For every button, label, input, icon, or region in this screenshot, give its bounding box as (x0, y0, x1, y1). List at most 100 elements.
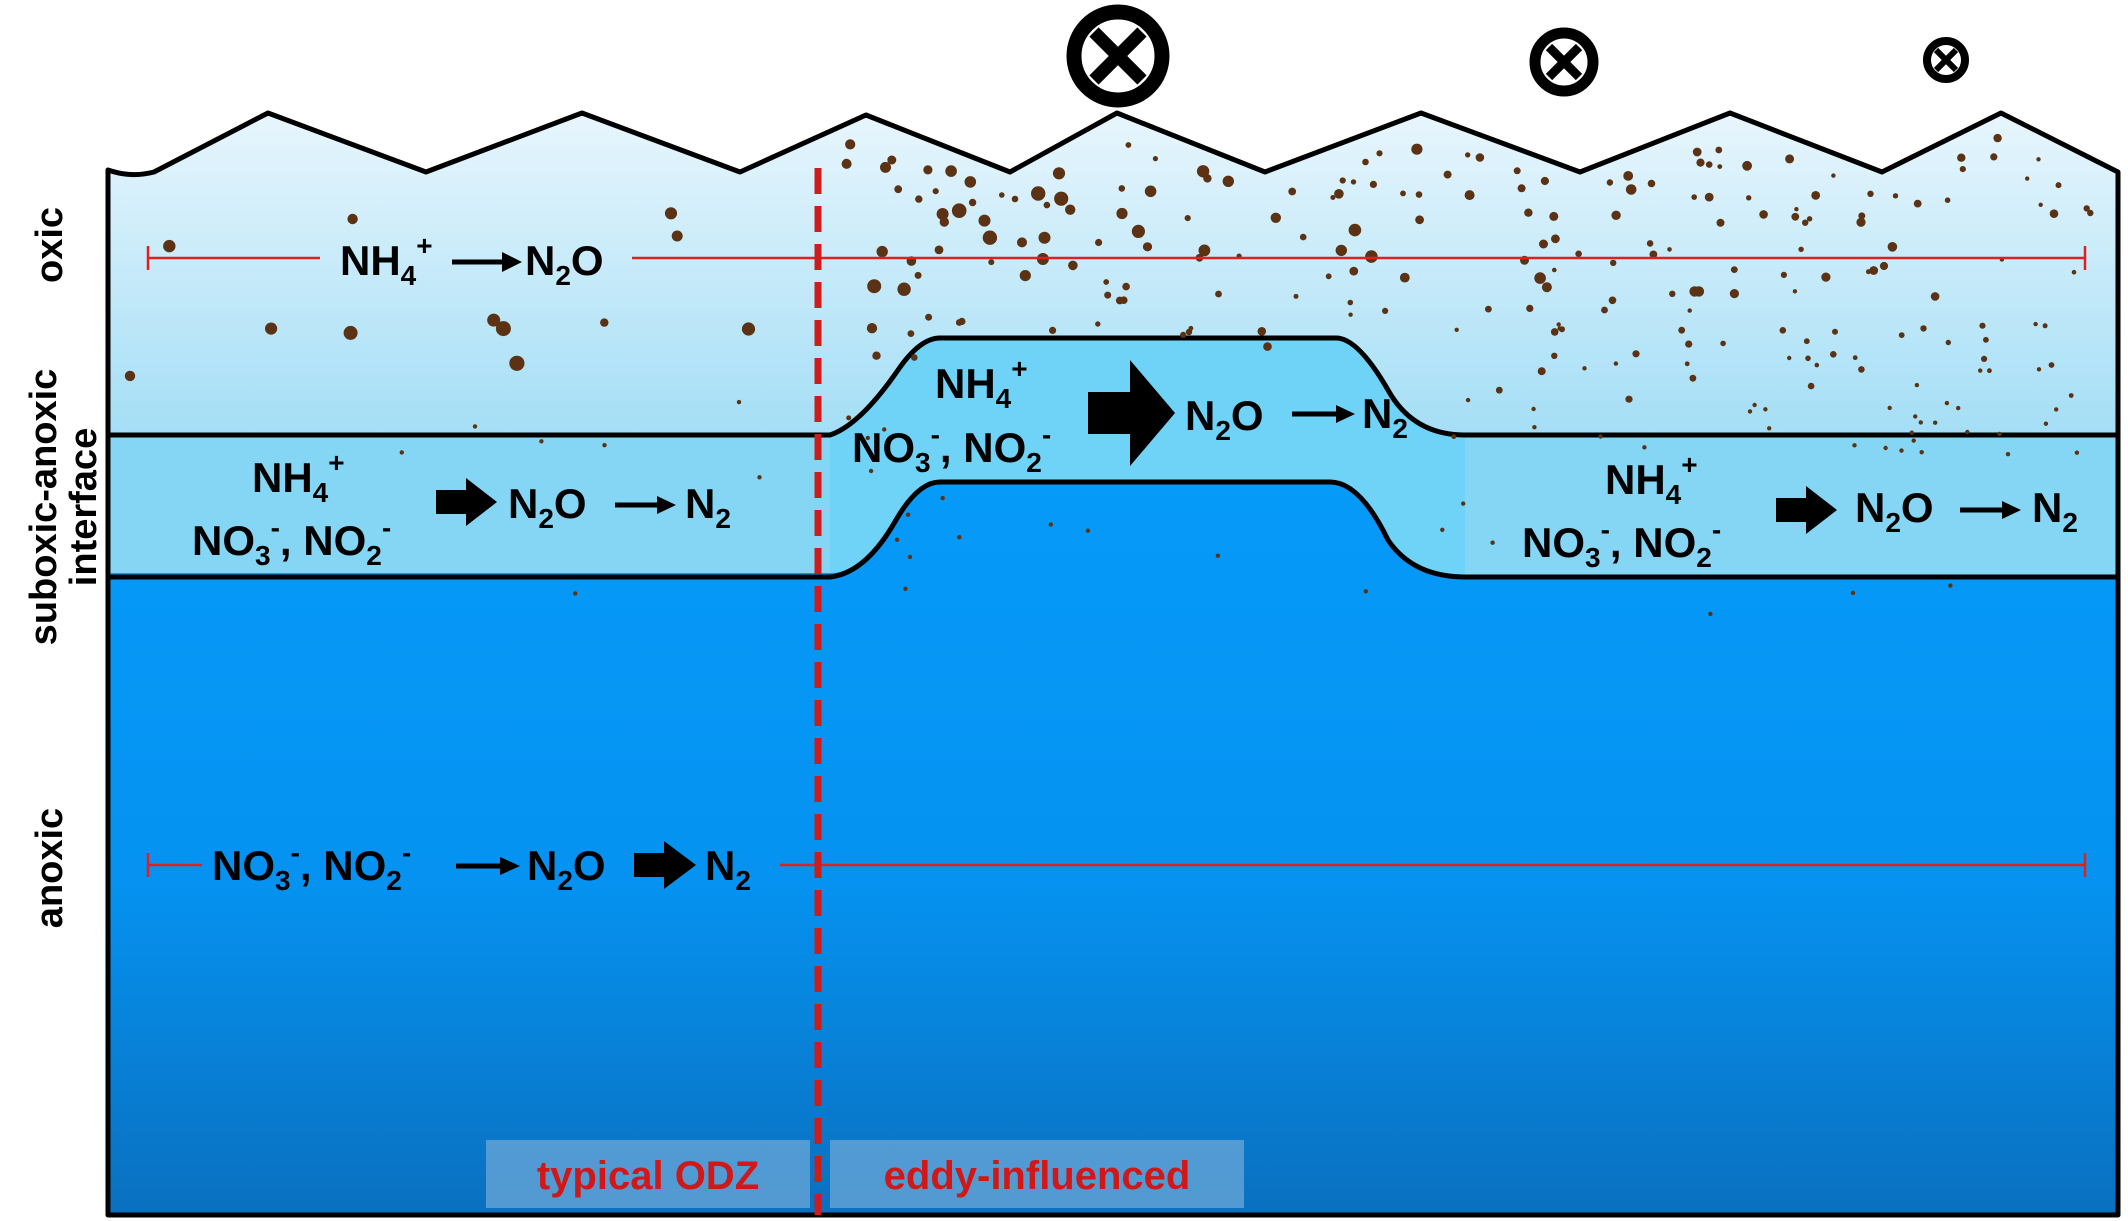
oxic-zone-label: oxic (29, 207, 71, 283)
particle (1729, 289, 1739, 299)
particle (1122, 282, 1130, 291)
particle (1348, 223, 1362, 237)
particle (1832, 328, 1838, 335)
particle (2071, 269, 2077, 275)
particle (1215, 290, 1222, 298)
particle (968, 198, 977, 207)
particle (905, 512, 911, 517)
thin-arrow-icon (1292, 405, 1355, 423)
particle (1551, 352, 1558, 359)
left-interface-pathway: NH4+ NO3-, NO2- N2O N2 (192, 447, 731, 571)
typical-odz-label: typical ODZ (537, 1154, 759, 1198)
oxic-range-line (146, 246, 2087, 270)
svg-text:NO3-, NO2-: NO3-, NO2- (1522, 514, 1721, 573)
particle (741, 322, 756, 336)
particle (1794, 207, 1799, 212)
particle (1948, 583, 1953, 588)
oxic-layer (108, 113, 2118, 435)
particle (914, 271, 922, 279)
particle (939, 217, 949, 227)
particle (1065, 204, 1076, 215)
particle (1601, 306, 1608, 314)
particle (1869, 266, 1879, 275)
particle (1382, 307, 1389, 314)
anoxic-pathway: NO3-, NO2- N2O N2 (212, 837, 751, 896)
particle (911, 354, 918, 361)
particle (1883, 445, 1888, 451)
particle (495, 321, 511, 337)
particle (2042, 323, 2048, 329)
particle (1613, 361, 1619, 366)
particle (1215, 553, 1221, 558)
svg-text:NO3-, NO2-: NO3-, NO2- (212, 837, 411, 896)
particle (1920, 325, 1927, 332)
particle (399, 450, 404, 455)
particle (1704, 192, 1714, 202)
particle (2048, 362, 2055, 368)
svg-text:NH4+: NH4+ (340, 230, 433, 291)
particle (894, 185, 903, 194)
particle (1362, 158, 1369, 166)
typical-odz-label-box (486, 1140, 810, 1208)
particle (1892, 193, 1899, 199)
particle (1085, 528, 1091, 533)
particle (1549, 211, 1559, 221)
particle (1031, 186, 1046, 201)
particle (1125, 142, 1132, 148)
particle (1103, 279, 1110, 285)
particle (1933, 420, 1938, 425)
particle (347, 213, 358, 225)
particle (539, 439, 544, 444)
particle (1465, 152, 1471, 158)
particle (925, 313, 933, 321)
svg-text:N2O: N2O (527, 842, 606, 896)
particle (907, 554, 913, 560)
particle (1184, 215, 1191, 222)
particle (1830, 351, 1837, 358)
particle (1879, 261, 1889, 271)
particle (1746, 195, 1752, 201)
anoxic-zone-label: anoxic (29, 808, 71, 928)
particle (1759, 210, 1768, 219)
particle (1019, 270, 1031, 282)
particle (1188, 325, 1194, 331)
particle (1222, 175, 1235, 187)
particle (602, 443, 607, 448)
svg-text:NO3-, NO2-: NO3-, NO2- (192, 512, 391, 571)
particle (1400, 190, 1406, 197)
particle (1997, 431, 2002, 437)
particle (1911, 438, 1916, 443)
particle (1068, 260, 1078, 271)
particle (1914, 382, 1920, 388)
particle (472, 424, 478, 429)
particle (1611, 210, 1621, 220)
particle (1095, 321, 1101, 327)
particle (964, 176, 977, 188)
oxic-pathway: NH4+ N2O (340, 230, 604, 291)
particle (1785, 154, 1795, 164)
particle (1443, 170, 1452, 179)
particle (945, 165, 957, 177)
particle (163, 239, 176, 253)
particle (1556, 322, 1561, 327)
particle (1330, 195, 1336, 200)
interface-anoxic-boundary (108, 479, 2118, 580)
particle (915, 195, 923, 203)
particle (600, 318, 609, 327)
particle (1144, 185, 1157, 198)
particle (1131, 224, 1145, 238)
particle (2025, 176, 2030, 181)
oxic-interface-boundary (108, 335, 2118, 438)
particle (124, 370, 136, 382)
particle (1017, 237, 1027, 248)
particle (1365, 250, 1378, 263)
particle (1490, 540, 1495, 545)
particle (1689, 374, 1697, 382)
particle (1623, 171, 1634, 181)
particle (1858, 366, 1865, 373)
particle (1288, 187, 1297, 196)
particle (1642, 445, 1647, 450)
particle (1763, 407, 1768, 412)
particle (999, 192, 1005, 198)
particle (1667, 247, 1672, 252)
